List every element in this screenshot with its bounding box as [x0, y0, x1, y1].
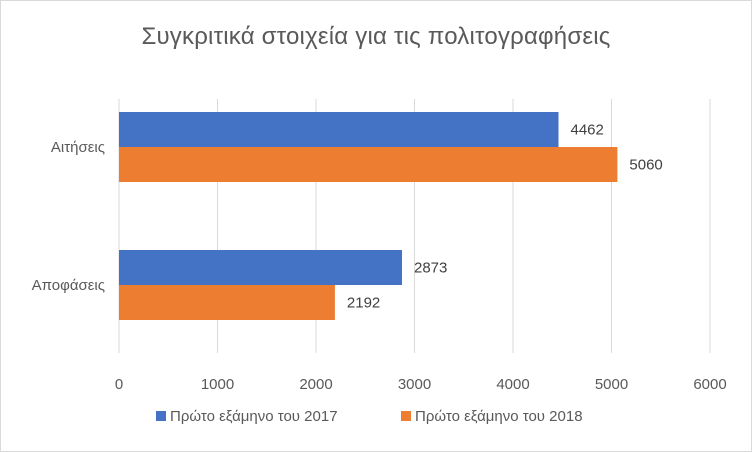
legend-swatch — [401, 411, 411, 421]
x-tick-label: 0 — [115, 376, 123, 393]
category-label: Αιτήσεις — [51, 139, 105, 156]
x-tick-label: 4000 — [496, 376, 529, 393]
legend-label: Πρώτο εξάμηνο του 2018 — [415, 408, 583, 425]
x-tick-label: 3000 — [398, 376, 431, 393]
data-label: 5060 — [629, 157, 662, 174]
x-tick-label: 2000 — [299, 376, 332, 393]
bar — [119, 147, 618, 182]
x-tick-label: 1000 — [201, 376, 234, 393]
bar — [119, 112, 559, 147]
bar — [119, 285, 335, 320]
bar — [119, 250, 402, 285]
x-tick-label: 5000 — [595, 376, 628, 393]
legend-label: Πρώτο εξάμηνο του 2017 — [170, 408, 338, 425]
data-label: 2192 — [347, 295, 380, 312]
data-label: 2873 — [414, 260, 447, 277]
legend-swatch — [156, 411, 166, 421]
x-tick-label: 6000 — [693, 376, 726, 393]
category-label: Αποφάσεις — [32, 277, 105, 294]
chart-title: Συγκριτικά στοιχεία για τις πολιτογραφήσ… — [141, 23, 611, 50]
data-label: 4462 — [571, 122, 604, 139]
